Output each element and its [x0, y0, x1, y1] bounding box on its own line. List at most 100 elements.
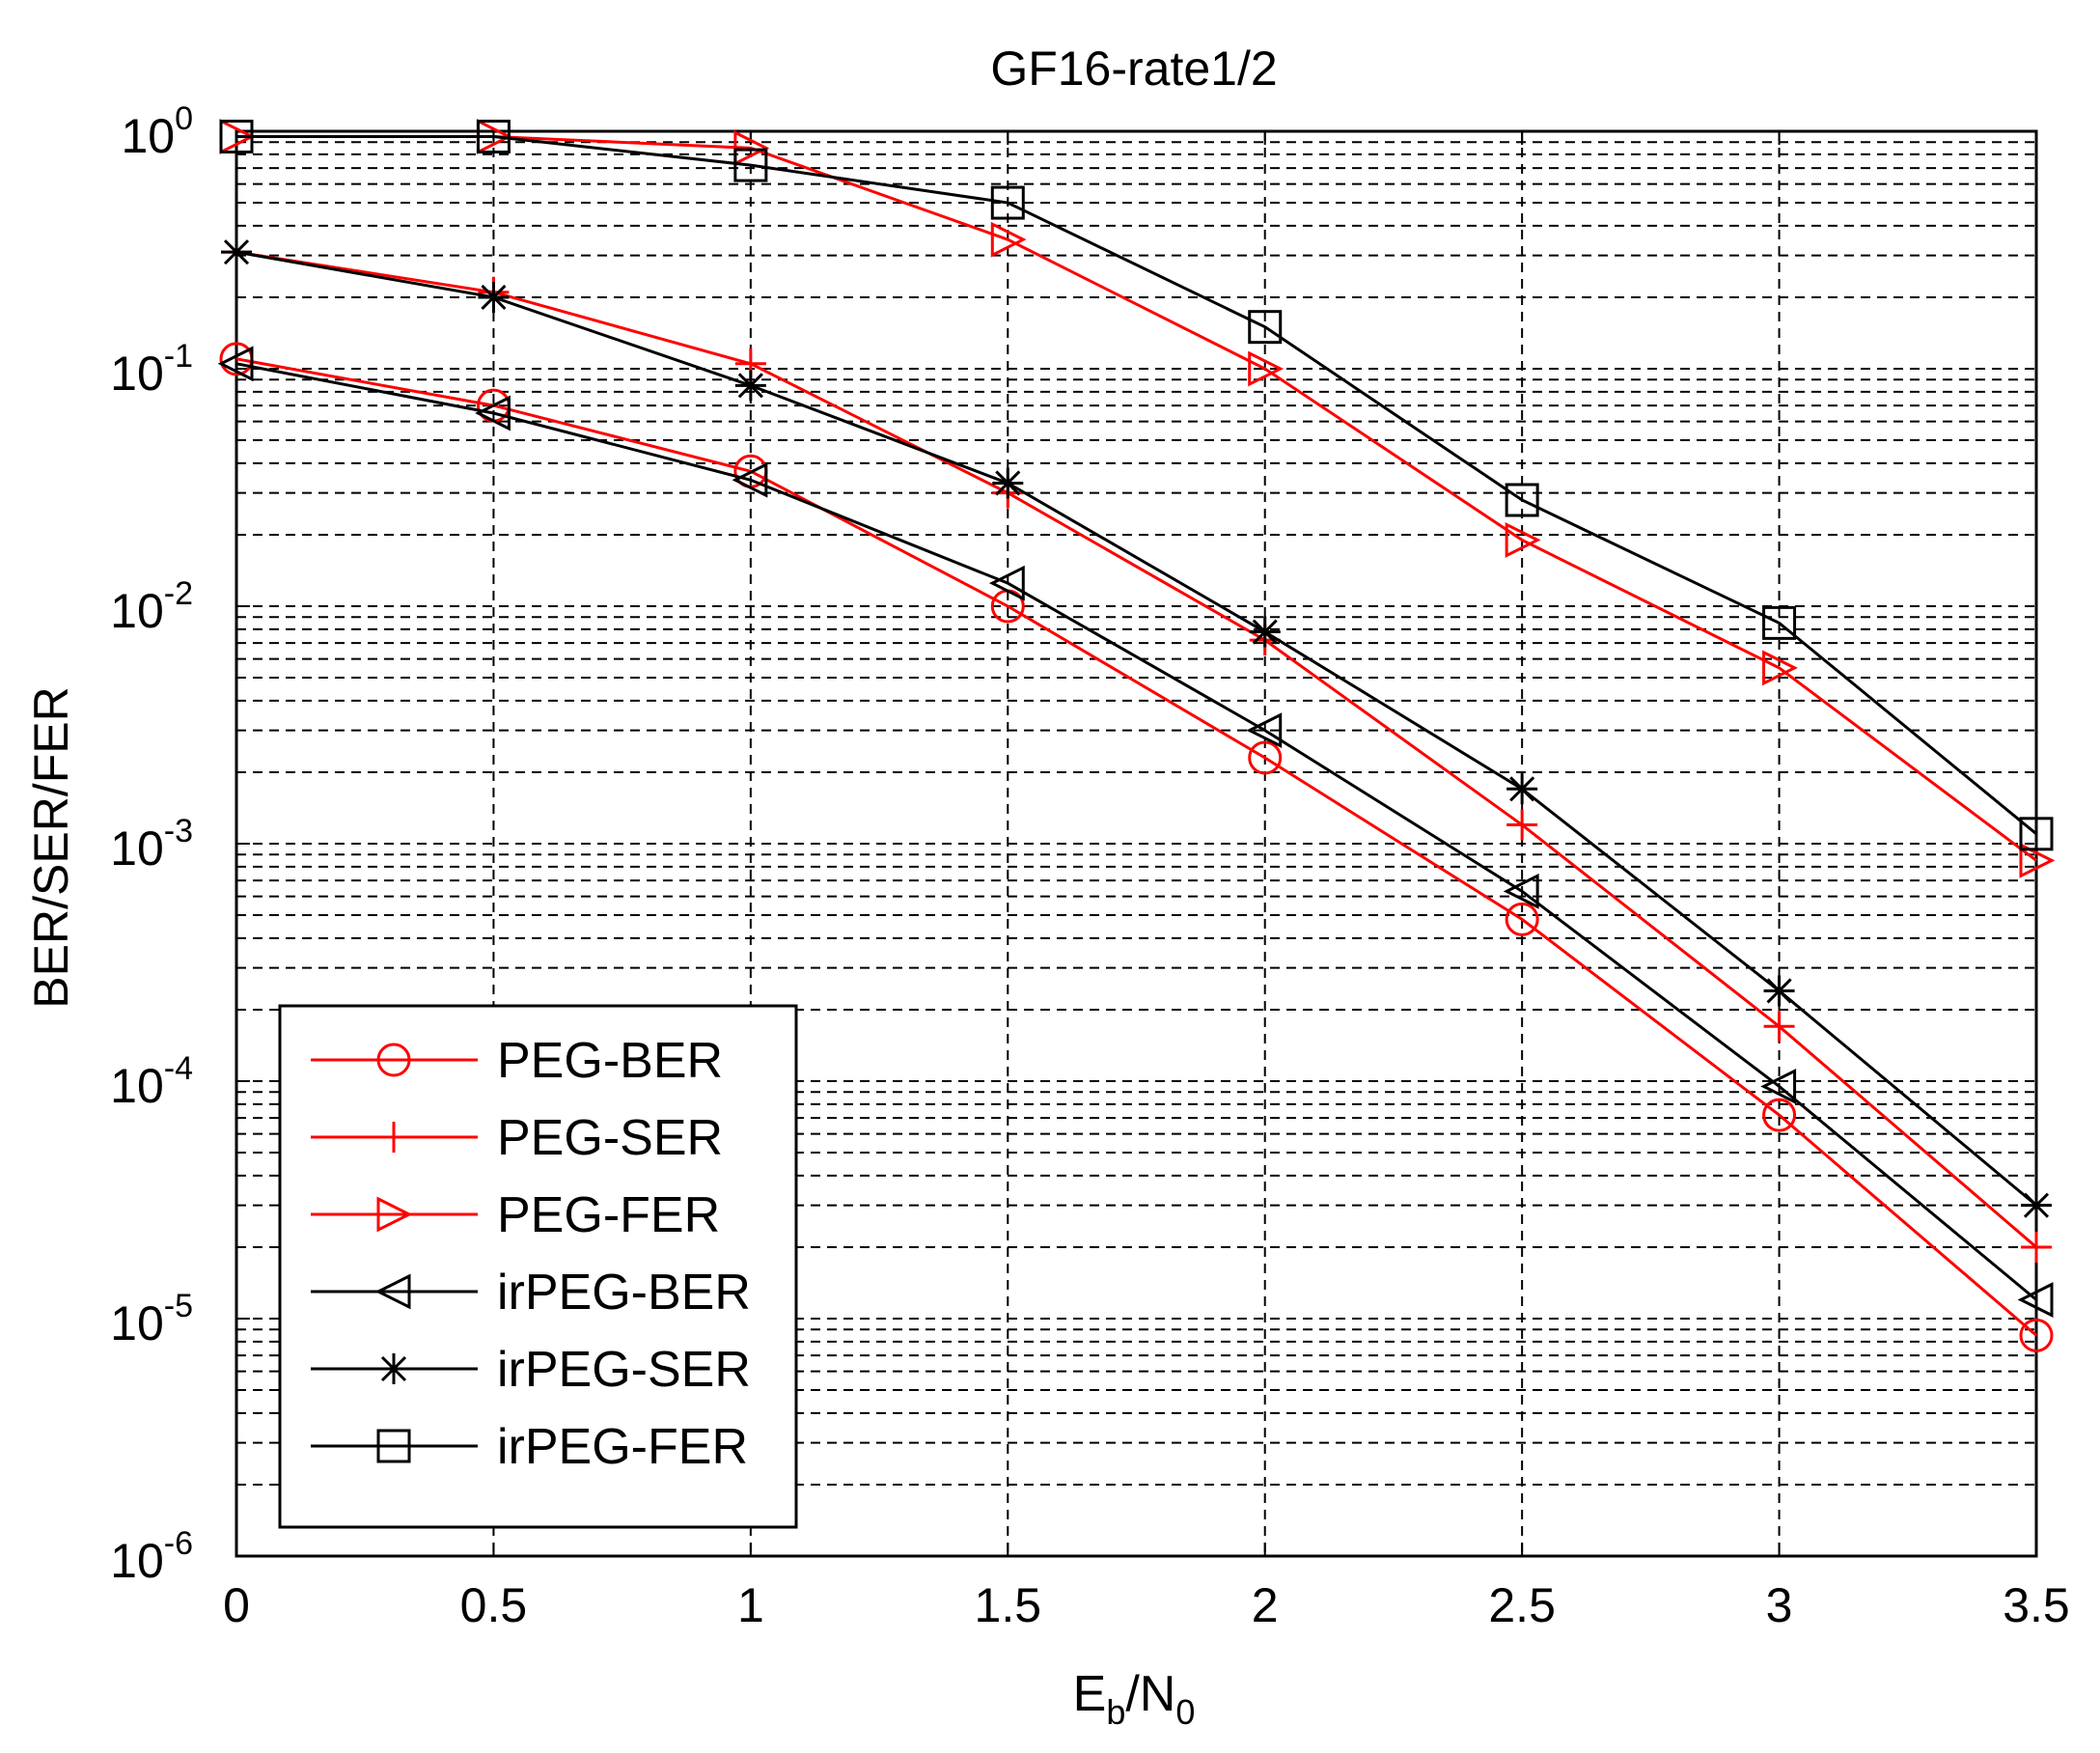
data-point	[1506, 773, 1538, 805]
data-point	[734, 370, 766, 402]
data-point	[1248, 740, 1283, 775]
series-line	[236, 134, 2037, 862]
y-tick-label: 10-1	[110, 338, 193, 401]
data-point	[1505, 483, 1539, 517]
data-point	[732, 461, 768, 498]
data-point	[2017, 1282, 2054, 1318]
series-line	[235, 250, 2037, 1249]
data-point	[475, 395, 511, 431]
data-point	[1506, 809, 1538, 841]
y-tick-label: 10-2	[110, 575, 193, 638]
series-peg-fer	[219, 119, 2056, 878]
x-tick-label: 3	[1766, 1578, 1793, 1632]
legend-entry: PEG-FER	[311, 1187, 720, 1243]
y-tick-label-exponent: 0	[175, 100, 193, 137]
y-tick-label-base: 10	[110, 1059, 164, 1113]
legend: PEG-BER PEG-SER PEG-FER irPEG-BER irPEG-SER i…	[278, 1004, 798, 1529]
legend-marker	[378, 1353, 409, 1384]
data-point	[476, 119, 511, 153]
data-point	[478, 281, 510, 313]
y-tick-label: 10-3	[110, 813, 193, 876]
data-point	[1503, 873, 1539, 909]
legend-label: irPEG-BER	[497, 1265, 751, 1321]
legend-marker	[376, 1429, 411, 1463]
y-axis-label: BER/SER/FER	[24, 686, 78, 1008]
y-tick-label: 10-4	[110, 1050, 193, 1113]
y-tick-label-base: 10	[121, 109, 175, 163]
legend-label: PEG-FER	[497, 1187, 720, 1243]
data-point	[2019, 817, 2054, 851]
legend-entry: irPEG-SER	[311, 1342, 751, 1398]
data-point	[1249, 616, 1281, 648]
data-point	[1246, 712, 1283, 749]
series-irpeg-ser	[221, 237, 2052, 1221]
data-point	[2021, 1231, 2052, 1263]
y-tick-label-base: 10	[110, 584, 164, 638]
data-point	[2021, 1189, 2052, 1221]
data-point	[733, 148, 768, 182]
data-point	[990, 221, 1027, 258]
data-point	[1248, 350, 1285, 387]
x-axis-label: Eb/N0	[1073, 1666, 1196, 1732]
legend-label: PEG-SER	[497, 1110, 723, 1166]
data-point	[1763, 975, 1795, 1007]
x-tick-label: 3.5	[2003, 1578, 2070, 1632]
y-tick-label-exponent: -4	[164, 1050, 193, 1087]
data-point	[990, 185, 1025, 220]
y-tick-label-base: 10	[110, 347, 164, 401]
series-peg-ber	[219, 342, 2054, 1352]
legend-label: PEG-BER	[497, 1033, 723, 1089]
data-point	[733, 129, 770, 166]
chart-title: GF16-rate1/2	[990, 42, 1277, 96]
data-point	[219, 119, 254, 153]
legend-label: irPEG-FER	[497, 1419, 748, 1475]
series-irpeg-ber	[217, 346, 2054, 1318]
y-tick-label-base: 10	[110, 1534, 164, 1588]
y-tick-label-exponent: -6	[164, 1525, 193, 1562]
legend-entry: PEG-BER	[311, 1033, 723, 1089]
legend-entry: irPEG-FER	[311, 1419, 748, 1475]
y-tick-label-exponent: -3	[164, 813, 193, 849]
legend-entry: irPEG-BER	[311, 1265, 751, 1321]
data-point	[1248, 310, 1283, 345]
legend-entry: PEG-SER	[311, 1110, 723, 1166]
x-axis-label-subscript-b: b	[1106, 1692, 1125, 1732]
series-line	[235, 362, 2037, 1301]
data-point	[2019, 842, 2056, 878]
series-line	[235, 357, 2037, 1337]
series-irpeg-fer	[219, 119, 2054, 851]
y-tick-label-exponent: -5	[164, 1288, 193, 1324]
x-axis-label-mid: /N	[1125, 1666, 1175, 1722]
x-tick-label: 2	[1252, 1578, 1279, 1632]
data-point	[988, 565, 1025, 601]
legend-box	[278, 1004, 798, 1529]
x-axis-label-main: E	[1073, 1666, 1107, 1722]
x-tick-label: 0.5	[460, 1578, 528, 1632]
data-point	[1505, 521, 1541, 558]
x-tick-label: 2.5	[1488, 1578, 1556, 1632]
data-point	[1763, 1011, 1795, 1043]
series-line	[236, 134, 2037, 835]
y-tick-label-base: 10	[110, 821, 164, 876]
y-tick-label-exponent: -1	[164, 338, 193, 375]
data-point	[221, 237, 252, 268]
y-tick-label: 10-5	[110, 1288, 193, 1350]
data-point	[1760, 1069, 1797, 1104]
y-tick-label: 10-6	[110, 1525, 193, 1588]
x-tick-label: 0	[223, 1578, 250, 1632]
data-point	[1762, 650, 1798, 686]
legend-marker	[376, 1043, 411, 1077]
axes: 0 0.5 1 1.5 2 2.5 3 3.510010-110-210-310-410-51…	[110, 100, 2070, 1632]
legend-label: irPEG-SER	[497, 1342, 751, 1398]
y-tick-label-exponent: -2	[164, 575, 193, 612]
data-point	[1762, 605, 1797, 640]
legend-marker	[374, 1273, 411, 1310]
data-point	[992, 467, 1024, 499]
data-point	[217, 346, 254, 382]
x-axis-label-subscript-0: 0	[1175, 1692, 1195, 1732]
legend-marker	[378, 1122, 409, 1153]
y-tick-label-base: 10	[110, 1296, 164, 1350]
legend-marker	[376, 1196, 413, 1233]
series-line	[235, 250, 2037, 1207]
